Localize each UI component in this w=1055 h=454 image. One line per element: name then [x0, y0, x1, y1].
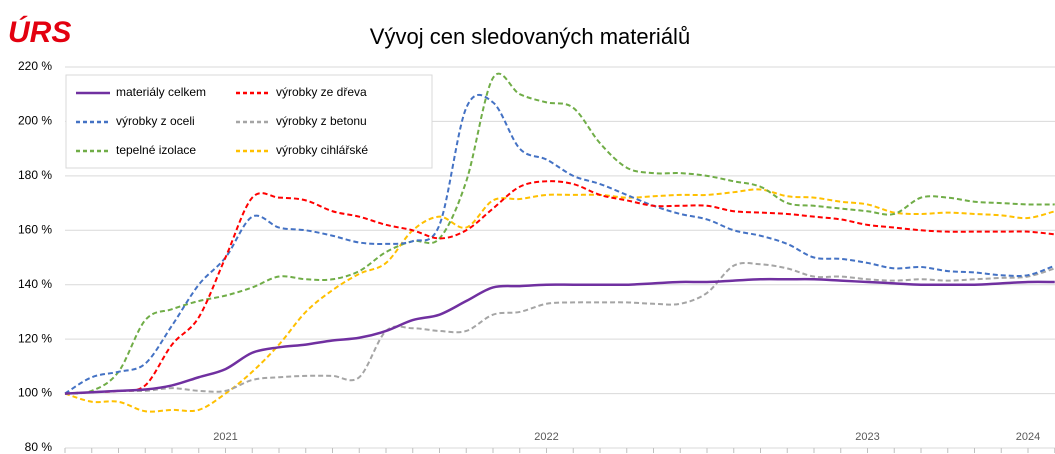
legend-box [65, 74, 433, 169]
legend-label: výrobky ze dřeva [276, 85, 367, 99]
y-tick-label: 100 % [18, 386, 52, 400]
x-tick-label: 2021 [213, 431, 237, 443]
series-line [64, 277, 1055, 395]
chart-title: Vývoj cen sledovaných materiálů [370, 24, 690, 49]
legend-label: výrobky z oceli [116, 114, 195, 128]
y-tick-label: 80 % [25, 440, 53, 454]
series-line [64, 180, 1055, 395]
y-tick-label: 140 % [18, 277, 52, 291]
series-line [64, 262, 1055, 395]
legend-label: materiály celkem [116, 85, 206, 99]
x-tick-label: 2024 [1016, 431, 1040, 443]
x-tick-label: 2022 [534, 431, 558, 443]
x-tick-label: 2023 [855, 431, 879, 443]
logo: ÚRS [8, 15, 71, 49]
legend-label: tepelné izolace [116, 143, 196, 157]
y-tick-label: 160 % [18, 222, 52, 236]
y-tick-label: 120 % [18, 331, 52, 345]
legend-label: výrobky z betonu [276, 114, 367, 128]
series-line [64, 188, 1055, 413]
series-line [64, 93, 1055, 395]
y-tick-label: 200 % [18, 114, 52, 128]
y-tick-label: 180 % [18, 168, 52, 182]
legend-label: výrobky cihlářské [276, 143, 368, 157]
series-line [64, 72, 1055, 395]
y-tick-label: 220 % [18, 59, 52, 73]
